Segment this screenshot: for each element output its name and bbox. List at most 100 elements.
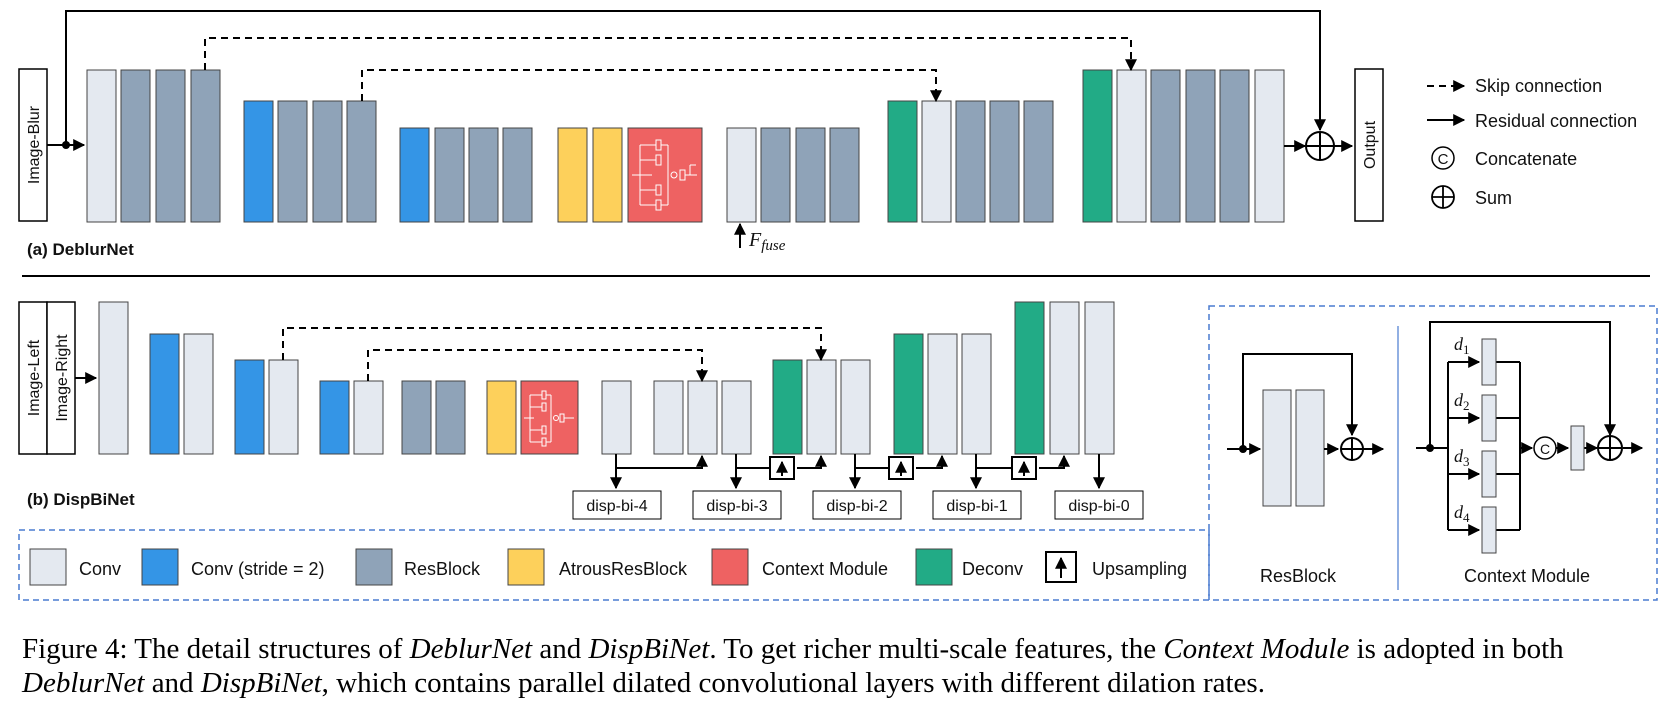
concat-node — [1533, 436, 1557, 460]
disp-output-label: disp-bi-1 — [946, 498, 1007, 515]
context-module-detail-label: Context Module — [1464, 566, 1590, 586]
resblock-block — [1150, 69, 1181, 223]
resblock-block — [468, 127, 499, 223]
disp-output-label: disp-bi-3 — [706, 498, 767, 515]
deblurnet: Image-Blur — [18, 10, 1384, 259]
concatenate-label: Concatenate — [1475, 149, 1577, 169]
conv-block — [601, 380, 632, 455]
deconv-block — [1082, 69, 1113, 223]
legend-upsampling-label: Upsampling — [1092, 559, 1187, 579]
figure-caption: Figure 4: The detail structures of Deblu… — [22, 633, 1564, 699]
resblock-block — [1219, 69, 1250, 223]
disp-output-label: disp-bi-4 — [586, 498, 647, 515]
conv-block — [1254, 69, 1285, 223]
resblock-block — [434, 127, 465, 223]
conv-block — [840, 359, 871, 455]
deconv-block — [1014, 301, 1045, 455]
conv-block — [86, 69, 117, 223]
fuse-feature-label: Ffuse — [748, 229, 786, 254]
upsampling-node — [888, 456, 914, 480]
dilation-label: d3 — [1454, 446, 1470, 469]
conv-block — [268, 359, 299, 455]
image-left-label: Image-Left — [26, 339, 43, 416]
dilation-label: d4 — [1454, 502, 1470, 525]
legend-context-label: Context Module — [762, 559, 888, 579]
resblock-block — [312, 100, 343, 223]
block-legend: Conv Conv (stride = 2) ResBlock AtrousRe… — [18, 529, 1210, 601]
sum-label: Sum — [1475, 188, 1512, 208]
deconv-block — [893, 333, 924, 455]
sum-node — [1305, 131, 1335, 161]
conv-block — [353, 380, 384, 455]
conv-stride2-block — [243, 100, 274, 223]
resblock-block — [277, 100, 308, 223]
dispbinet-title: (b) DispBiNet — [27, 490, 135, 509]
resblock-detail-label: ResBlock — [1260, 566, 1337, 586]
dispbinet: Image-Left Image-Right — [18, 301, 1144, 520]
conv-block — [653, 380, 684, 455]
legend-atrous-label: AtrousResBlock — [559, 559, 688, 579]
resblock-block — [955, 100, 986, 223]
resblock-block — [120, 69, 151, 223]
disp-output-label: disp-bi-2 — [826, 498, 887, 515]
legend-deconv-label: Deconv — [962, 559, 1023, 579]
atrous-resblock-block — [486, 380, 517, 455]
upsampling-node — [1011, 456, 1037, 480]
resblock-block — [155, 69, 186, 223]
upsampling-icon — [1045, 551, 1077, 583]
connection-legend: Skip connection Residual connection C Co… — [1427, 76, 1637, 209]
conv-block — [1049, 301, 1080, 455]
image-blur-input-box — [18, 68, 48, 222]
legend-resblock-label: ResBlock — [404, 559, 481, 579]
detail-panel: ResBlock — [1208, 305, 1658, 601]
disp-output-box — [812, 490, 902, 520]
disp-output-label: disp-bi-0 — [1068, 498, 1129, 515]
resblock-block — [1185, 69, 1216, 223]
conv-block — [921, 100, 952, 223]
concat-node-symbol: C — [1540, 441, 1550, 457]
conv-stride2-block — [319, 380, 350, 455]
conv-block — [721, 380, 752, 455]
conv-block — [183, 333, 214, 455]
concat-symbol: C — [1438, 151, 1449, 168]
image-right-input-box — [46, 301, 76, 455]
resblock-block — [190, 69, 221, 223]
architecture-diagram: Image-Blur — [18, 10, 1658, 601]
atrous-resblock-block — [592, 127, 623, 223]
output-box — [1354, 68, 1384, 222]
conv-block — [687, 380, 718, 455]
conv-block — [1084, 301, 1115, 455]
deconv-block — [772, 359, 803, 455]
legend-conv-label: Conv — [79, 559, 121, 579]
conv-block — [726, 127, 757, 223]
legend-conv-stride2-label: Conv (stride = 2) — [191, 559, 325, 579]
resblock-block — [502, 127, 533, 223]
conv-stride2-block — [234, 359, 265, 455]
conv-block — [806, 359, 837, 455]
dilation-label: d1 — [1454, 334, 1470, 357]
resblock-block — [989, 100, 1020, 223]
conv-stride2-block — [399, 127, 430, 223]
image-blur-label: Image-Blur — [26, 105, 43, 184]
context-module-block — [520, 380, 579, 455]
upsampling-node — [769, 456, 795, 480]
dilation-label: d2 — [1454, 390, 1470, 413]
conv-block — [98, 301, 129, 455]
resblock-block — [435, 380, 466, 455]
disp-output-box — [932, 490, 1022, 520]
deconv-block — [887, 100, 918, 223]
skip-connection-label: Skip connection — [1475, 76, 1602, 96]
conv-block — [961, 333, 992, 455]
disp-output-box — [692, 490, 782, 520]
sum-symbol — [1431, 185, 1455, 209]
atrous-resblock-block — [557, 127, 588, 223]
conv-block — [927, 333, 958, 455]
disp-output-box — [572, 490, 662, 520]
resblock-block — [795, 127, 826, 223]
conv-block — [1116, 69, 1147, 223]
deblurnet-title: (a) DeblurNet — [27, 240, 134, 259]
resblock-block — [346, 100, 377, 223]
image-left-input-box — [18, 301, 48, 455]
disp-output-box — [1054, 490, 1144, 520]
context-module-detail: d1 d2 d3 d4 C Context Module — [1416, 321, 1644, 586]
